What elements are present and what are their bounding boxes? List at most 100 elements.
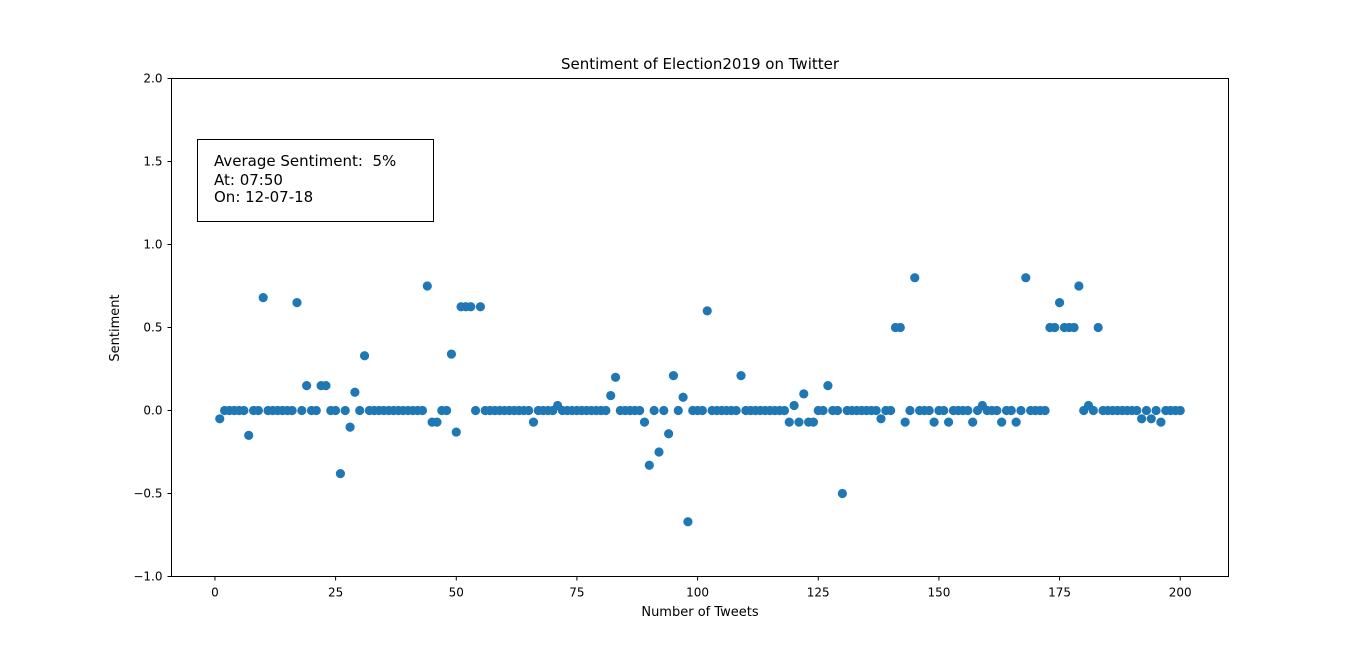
data-point — [470, 405, 481, 416]
data-point — [432, 417, 442, 427]
data-point — [239, 405, 249, 416]
data-point — [287, 405, 297, 416]
data-point — [1088, 405, 1098, 416]
data-point — [910, 273, 920, 283]
y-tick-label: 0.5 — [143, 321, 162, 335]
data-point — [789, 400, 799, 411]
y-tick-label: 1.5 — [143, 155, 162, 169]
data-point — [1016, 405, 1026, 416]
data-point — [702, 306, 712, 316]
data-point — [929, 417, 939, 427]
data-point — [794, 417, 804, 427]
y-tick-label: 0.0 — [143, 404, 162, 418]
data-point — [417, 405, 428, 416]
data-point — [992, 405, 1002, 416]
data-point — [635, 405, 645, 416]
data-point — [345, 422, 355, 432]
data-point — [297, 405, 307, 416]
x-tick-label: 50 — [449, 586, 464, 600]
data-point — [340, 405, 350, 416]
data-point — [895, 322, 905, 333]
data-point — [900, 417, 910, 427]
data-point — [1006, 405, 1016, 416]
data-point — [253, 405, 263, 416]
data-point — [697, 405, 708, 416]
data-point — [963, 405, 973, 416]
data-point — [359, 351, 370, 361]
data-point — [215, 414, 225, 424]
x-axis: 0 25 50 75 100 125 150 175 200 — [211, 576, 1192, 600]
data-point — [823, 381, 833, 391]
data-point — [475, 302, 485, 312]
data-point — [524, 405, 534, 416]
data-point — [601, 405, 611, 416]
data-point — [968, 417, 978, 427]
annotation-time: At: 07:50 — [214, 171, 283, 189]
data-point — [997, 417, 1007, 427]
data-point — [311, 405, 321, 416]
data-point — [292, 298, 302, 308]
data-point — [832, 405, 843, 416]
annotation-date: On: 12-07-18 — [214, 188, 313, 206]
data-point — [1021, 273, 1031, 283]
data-points — [215, 273, 1185, 527]
data-point — [350, 387, 360, 397]
data-point — [1054, 298, 1065, 308]
data-point — [837, 488, 847, 499]
data-point — [244, 430, 254, 440]
data-point — [905, 405, 915, 416]
data-point — [939, 405, 949, 416]
data-point — [1175, 405, 1185, 416]
x-tick-label: 175 — [1048, 586, 1071, 600]
data-point — [1040, 405, 1050, 416]
x-tick-label: 100 — [686, 586, 709, 600]
data-point — [335, 468, 346, 479]
data-point — [876, 414, 886, 424]
y-tick-label: 1.0 — [143, 238, 162, 252]
y-axis: −1.0 −0.5 0.0 0.5 1.0 1.5 2.0 — [133, 72, 172, 584]
annotation-frame — [197, 139, 434, 222]
data-point — [302, 381, 312, 391]
data-point — [871, 405, 881, 416]
data-point — [784, 417, 794, 427]
data-point — [808, 417, 819, 427]
x-tick-label: 200 — [1169, 586, 1192, 600]
data-point — [610, 372, 621, 382]
data-point — [1146, 414, 1156, 424]
data-point — [654, 447, 664, 457]
data-point — [422, 281, 432, 291]
data-point — [1069, 322, 1079, 333]
annotation-box: Average Sentiment: 5% At: 07:50 On: 12-0… — [197, 139, 434, 222]
data-point — [1050, 322, 1060, 333]
data-point — [1132, 405, 1142, 416]
data-point — [446, 349, 457, 359]
data-point — [731, 405, 741, 416]
data-point — [683, 517, 693, 527]
data-point — [678, 392, 688, 402]
data-point — [606, 390, 616, 401]
data-point — [664, 429, 674, 439]
data-point — [331, 405, 341, 416]
data-point — [818, 405, 828, 416]
data-point — [673, 405, 683, 416]
data-point — [1141, 405, 1152, 416]
y-tick-label: −1.0 — [133, 570, 162, 584]
x-tick-label: 75 — [569, 586, 584, 600]
data-point — [639, 417, 650, 427]
data-point — [644, 460, 654, 470]
data-point — [668, 371, 679, 381]
data-point — [1137, 414, 1147, 424]
chart-title: Sentiment of Election2019 on Twitter — [561, 55, 840, 73]
data-point — [736, 371, 746, 381]
x-tick-label: 25 — [328, 586, 343, 600]
data-point — [649, 405, 659, 416]
data-point — [451, 427, 461, 437]
data-point — [886, 405, 896, 416]
data-point — [466, 302, 476, 312]
data-point — [924, 405, 934, 416]
data-point — [442, 405, 452, 416]
y-axis-label: Sentiment — [108, 294, 123, 361]
data-point — [799, 389, 809, 399]
